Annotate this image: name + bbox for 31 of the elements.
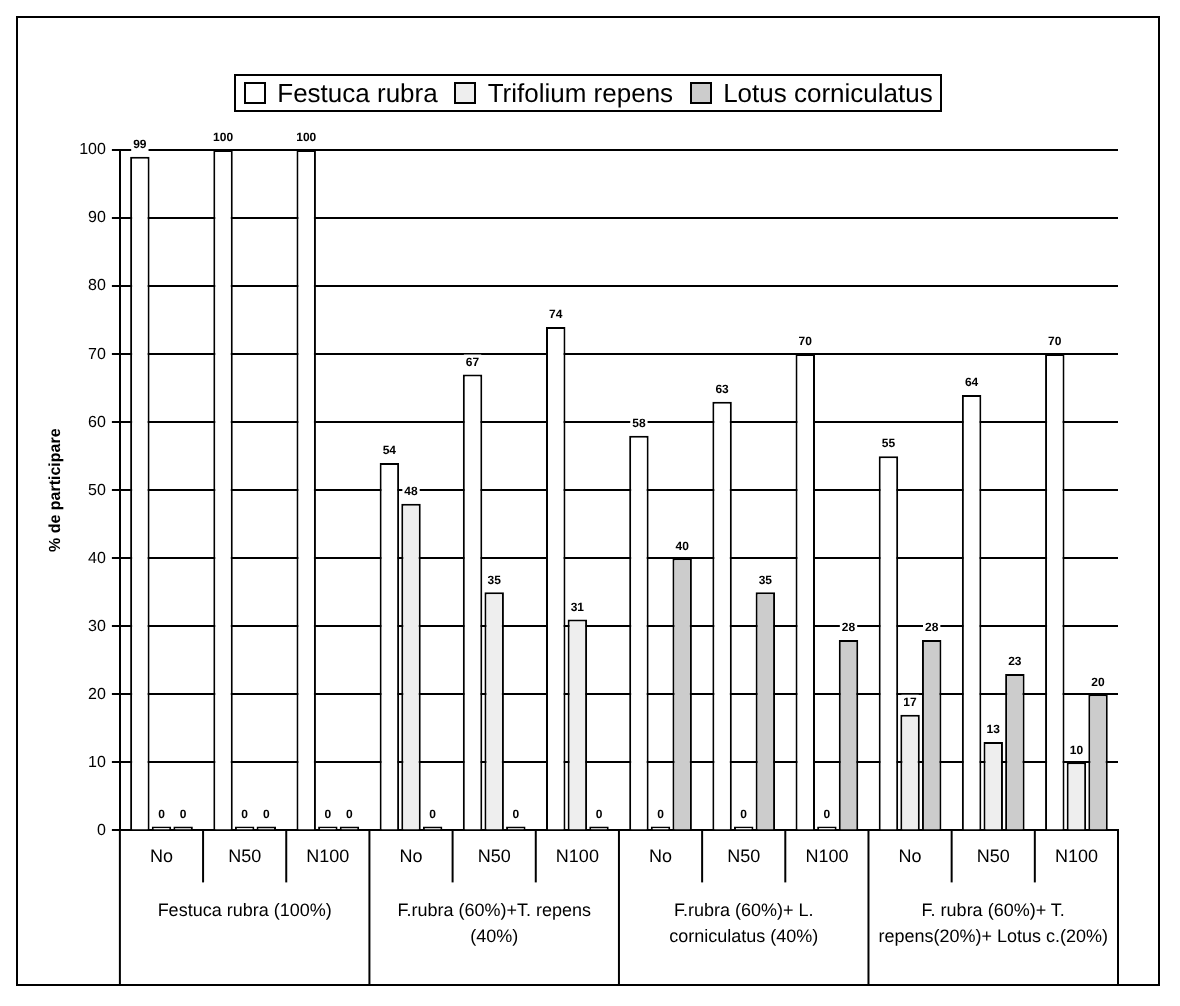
y-tick-label: 20 [88,684,107,703]
y-tick-label: 90 [88,208,107,227]
y-tick-label: 70 [88,344,107,363]
x-tick-label: N50 [228,846,262,867]
y-tick-label: 30 [88,616,107,635]
y-tick-label: 10 [88,752,107,771]
y-tick-label: 0 [96,820,107,839]
x-tick-label: No [399,846,423,867]
x-tick-label: N50 [727,846,761,867]
y-tick-label: 50 [88,480,107,499]
y-tick-label: 80 [88,276,107,295]
legend-label: Trifolium repens [487,78,674,108]
text: F.rubra (60%)+T. repens (40%) [397,900,592,947]
text: F. rubra (60%)+ T. repens(20%)+ Lotus c.(20%) [878,900,1109,947]
x-tick-label: No [649,846,673,867]
x-tick-label: N100 [555,846,599,867]
x-tick-label: N50 [976,846,1010,867]
x-tick-label: N100 [1054,846,1098,867]
y-tick-label: 100 [79,140,107,159]
x-tick-label: N50 [477,846,511,867]
series-label: Festuca rubra [277,78,438,108]
y-tick-label: 40 [88,548,107,567]
y-tick-label: 60 [88,412,107,431]
legend-label: Lotus corniculatus [723,78,933,108]
x-tick-label: No [898,846,922,867]
text: F.rubra (60%)+ L. corniculatus (40%) [669,900,819,947]
x-tick-label: N100 [805,846,849,867]
x-tick-label: No [149,846,173,867]
x-tick-label: N100 [306,846,350,867]
text: Festuca rubra (100%) [157,900,332,921]
y-axis-title: % de participare [46,427,65,553]
